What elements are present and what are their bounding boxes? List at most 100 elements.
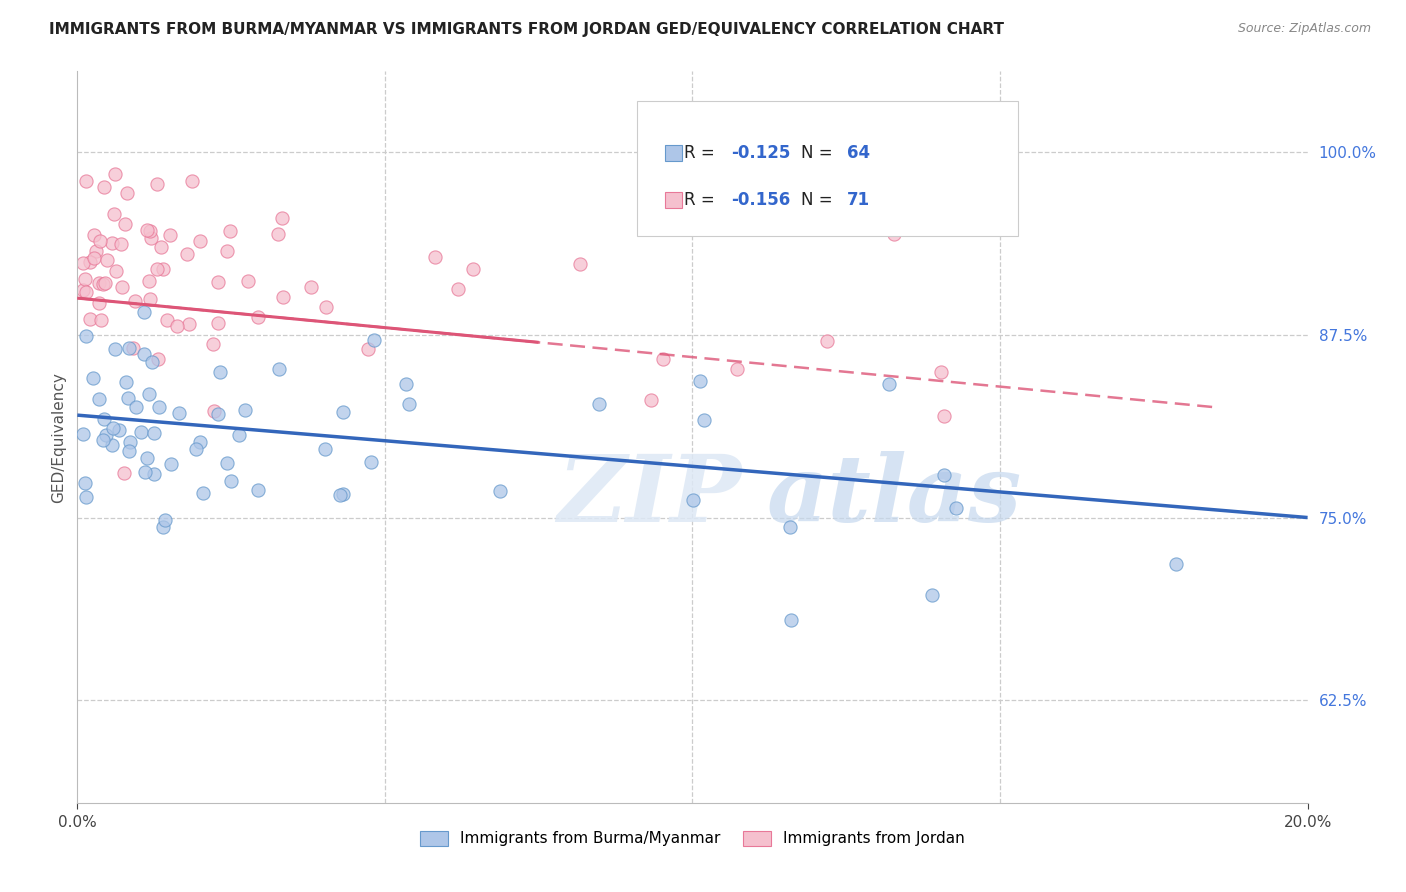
- Point: [117, 391, 139, 405]
- Point: [143, 426, 166, 441]
- Point: [110, 237, 132, 252]
- Point: [87, 276, 110, 290]
- Point: [155, 313, 177, 327]
- Point: [461, 262, 484, 277]
- Point: [207, 407, 229, 421]
- Point: [883, 227, 905, 241]
- Text: Source: ZipAtlas.com: Source: ZipAtlas.com: [1237, 22, 1371, 36]
- Point: [176, 246, 198, 260]
- FancyBboxPatch shape: [665, 145, 682, 161]
- Point: [332, 405, 354, 419]
- Point: [247, 310, 270, 324]
- Point: [447, 282, 470, 296]
- Point: [299, 280, 322, 294]
- Point: [177, 317, 200, 331]
- Point: [110, 280, 132, 294]
- Point: [91, 277, 114, 291]
- Text: IMMIGRANTS FROM BURMA/MYANMAR VS IMMIGRANTS FROM JORDAN GED/EQUIVALENCY CORRELAT: IMMIGRANTS FROM BURMA/MYANMAR VS IMMIGRA…: [49, 22, 1004, 37]
- Legend: Immigrants from Burma/Myanmar, Immigrants from Jordan: Immigrants from Burma/Myanmar, Immigrant…: [420, 830, 965, 847]
- Point: [101, 236, 124, 251]
- Point: [75, 490, 97, 504]
- Point: [129, 425, 152, 439]
- Point: [315, 300, 337, 314]
- Point: [124, 294, 146, 309]
- Point: [588, 397, 610, 411]
- Text: 71: 71: [846, 191, 870, 210]
- Point: [101, 421, 124, 435]
- Point: [228, 428, 250, 442]
- Point: [218, 224, 240, 238]
- Point: [159, 228, 181, 243]
- Point: [93, 277, 115, 291]
- Point: [103, 207, 125, 221]
- Point: [233, 402, 256, 417]
- Point: [267, 227, 290, 241]
- Point: [652, 352, 675, 367]
- Point: [72, 256, 94, 270]
- Point: [112, 467, 135, 481]
- Point: [188, 434, 211, 449]
- Point: [815, 334, 838, 349]
- Point: [134, 465, 156, 479]
- Point: [132, 305, 155, 319]
- Point: [202, 337, 225, 351]
- Point: [148, 351, 170, 366]
- Point: [93, 179, 115, 194]
- Point: [148, 401, 170, 415]
- Point: [104, 264, 127, 278]
- Point: [73, 272, 96, 286]
- Point: [217, 244, 239, 258]
- Point: [332, 487, 354, 501]
- Point: [135, 223, 157, 237]
- Point: [780, 613, 803, 627]
- Point: [931, 365, 953, 379]
- Point: [141, 355, 163, 369]
- Point: [91, 433, 114, 447]
- Point: [145, 262, 167, 277]
- Point: [132, 347, 155, 361]
- Point: [150, 240, 173, 254]
- Point: [84, 244, 107, 258]
- Point: [219, 475, 242, 489]
- Point: [207, 275, 229, 289]
- Point: [143, 467, 166, 481]
- Text: -0.125: -0.125: [731, 144, 790, 162]
- Point: [360, 454, 382, 468]
- Point: [395, 377, 418, 392]
- Point: [138, 386, 160, 401]
- Point: [180, 174, 202, 188]
- Point: [118, 341, 141, 355]
- Point: [184, 442, 207, 456]
- Point: [921, 588, 943, 602]
- Text: -0.156: -0.156: [731, 191, 790, 210]
- Point: [108, 423, 131, 437]
- Point: [117, 443, 139, 458]
- Point: [398, 397, 420, 411]
- Point: [125, 400, 148, 414]
- Point: [83, 251, 105, 265]
- Text: atlas: atlas: [766, 450, 1022, 541]
- Text: R =: R =: [685, 191, 720, 210]
- Point: [79, 312, 101, 326]
- Point: [96, 253, 118, 268]
- Point: [138, 275, 160, 289]
- Point: [932, 409, 955, 424]
- Point: [104, 342, 127, 356]
- Point: [267, 362, 290, 376]
- Point: [725, 362, 748, 376]
- Point: [75, 329, 97, 343]
- Point: [693, 413, 716, 427]
- Point: [72, 283, 94, 297]
- Point: [569, 257, 592, 271]
- Point: [152, 261, 174, 276]
- Point: [89, 295, 111, 310]
- Point: [689, 374, 711, 388]
- Point: [208, 365, 231, 379]
- Point: [93, 412, 115, 426]
- Point: [489, 483, 512, 498]
- Point: [271, 290, 294, 304]
- Text: ZIP: ZIP: [557, 450, 742, 541]
- Point: [83, 227, 105, 242]
- FancyBboxPatch shape: [665, 193, 682, 209]
- Text: 64: 64: [846, 144, 870, 162]
